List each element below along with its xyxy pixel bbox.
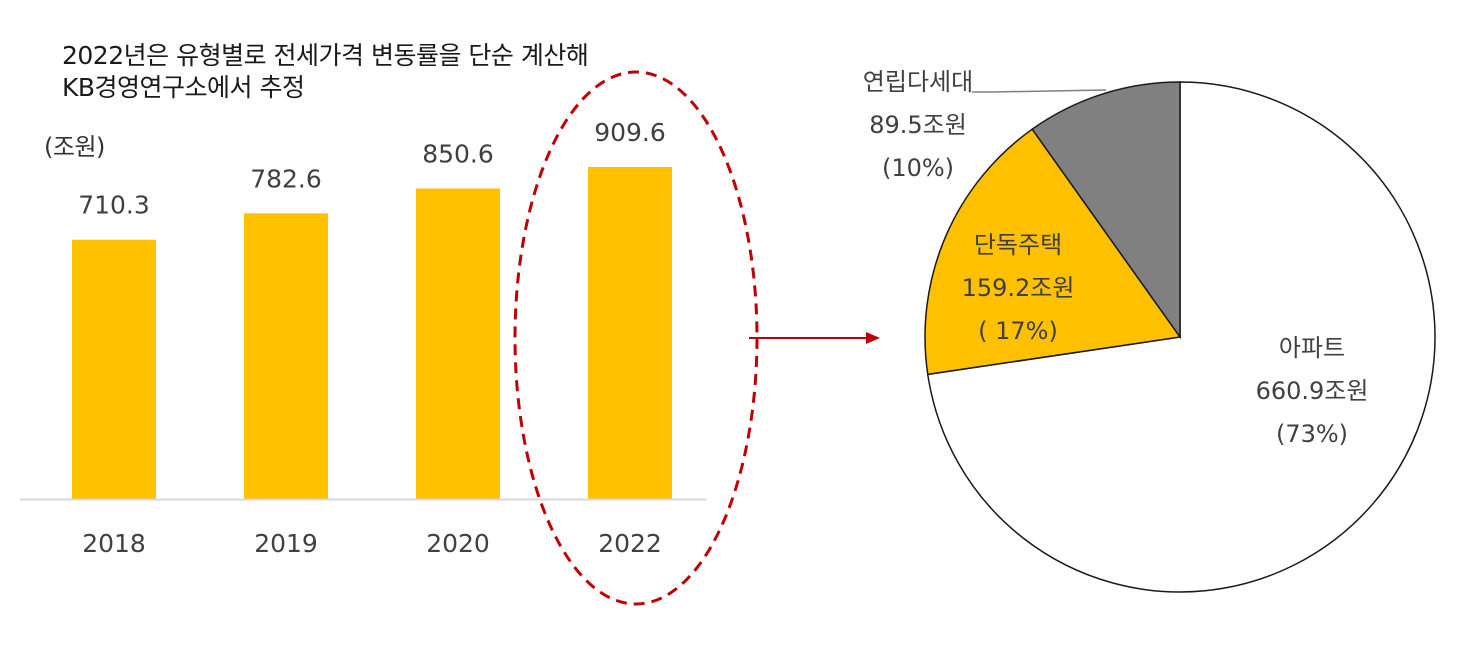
bar-2020 bbox=[416, 188, 500, 500]
pie-label-detached-amount: 159.2조원 bbox=[962, 274, 1075, 302]
pie-label-multiplex-amount: 89.5조원 bbox=[869, 111, 967, 139]
chart-note: 2022년은 유형별로 전세가격 변동률을 단순 계산해 KB경영연구소에서 추… bbox=[62, 40, 589, 104]
unit-label: (조원) bbox=[44, 133, 105, 161]
pie-label-multiplex-name: 연립다세대 bbox=[863, 68, 973, 96]
pie-slice-detached bbox=[924, 128, 1182, 376]
pie-label-detached-name: 단독주택 bbox=[974, 231, 1062, 259]
x-tick-label-2022: 2022 bbox=[598, 529, 662, 558]
value-label-2022: 909.6 bbox=[594, 118, 666, 147]
pie-slice-apartment bbox=[926, 81, 1436, 593]
pie-label-apartment-name: 아파트 bbox=[1279, 334, 1345, 362]
pie-label-multiplex-percent: (10%) bbox=[882, 154, 954, 182]
chart-note-line-2: KB경영연구소에서 추정 bbox=[62, 73, 305, 102]
pie-leader-line bbox=[972, 89, 1107, 93]
pie-chart: 아파트 660.9조원 (73%) 단독주택 159.2조원 ( 17%) 연립다세대 89.… bbox=[863, 68, 1436, 593]
x-tick-label-2020: 2020 bbox=[426, 529, 490, 558]
bar-chart: 710.3 2018 782.6 2019 850.6 2020 909.6 2022 bbox=[20, 70, 880, 606]
bar-2019 bbox=[244, 213, 328, 500]
pie-label-apartment-percent: (73%) bbox=[1276, 420, 1348, 448]
bar-2018 bbox=[72, 239, 156, 499]
pie-slice-multiplex bbox=[1031, 81, 1181, 340]
value-label-2019: 782.6 bbox=[250, 164, 322, 193]
pie-label-apartment: 아파트 660.9조원 (73%) bbox=[1256, 334, 1369, 448]
pie-label-detached: 단독주택 159.2조원 ( 17%) bbox=[962, 231, 1075, 345]
value-label-2018: 710.3 bbox=[78, 191, 150, 220]
x-tick-label-2018: 2018 bbox=[82, 529, 146, 558]
value-label-2020: 850.6 bbox=[422, 140, 494, 169]
bar-2022 bbox=[588, 167, 672, 499]
pie-label-apartment-amount: 660.9조원 bbox=[1256, 377, 1369, 405]
pie-label-multiplex: 연립다세대 89.5조원 (10%) bbox=[863, 68, 973, 182]
chart-note-line-1: 2022년은 유형별로 전세가격 변동률을 단순 계산해 bbox=[62, 41, 589, 70]
x-tick-label-2019: 2019 bbox=[254, 529, 318, 558]
pie-label-detached-percent: ( 17%) bbox=[978, 317, 1058, 345]
